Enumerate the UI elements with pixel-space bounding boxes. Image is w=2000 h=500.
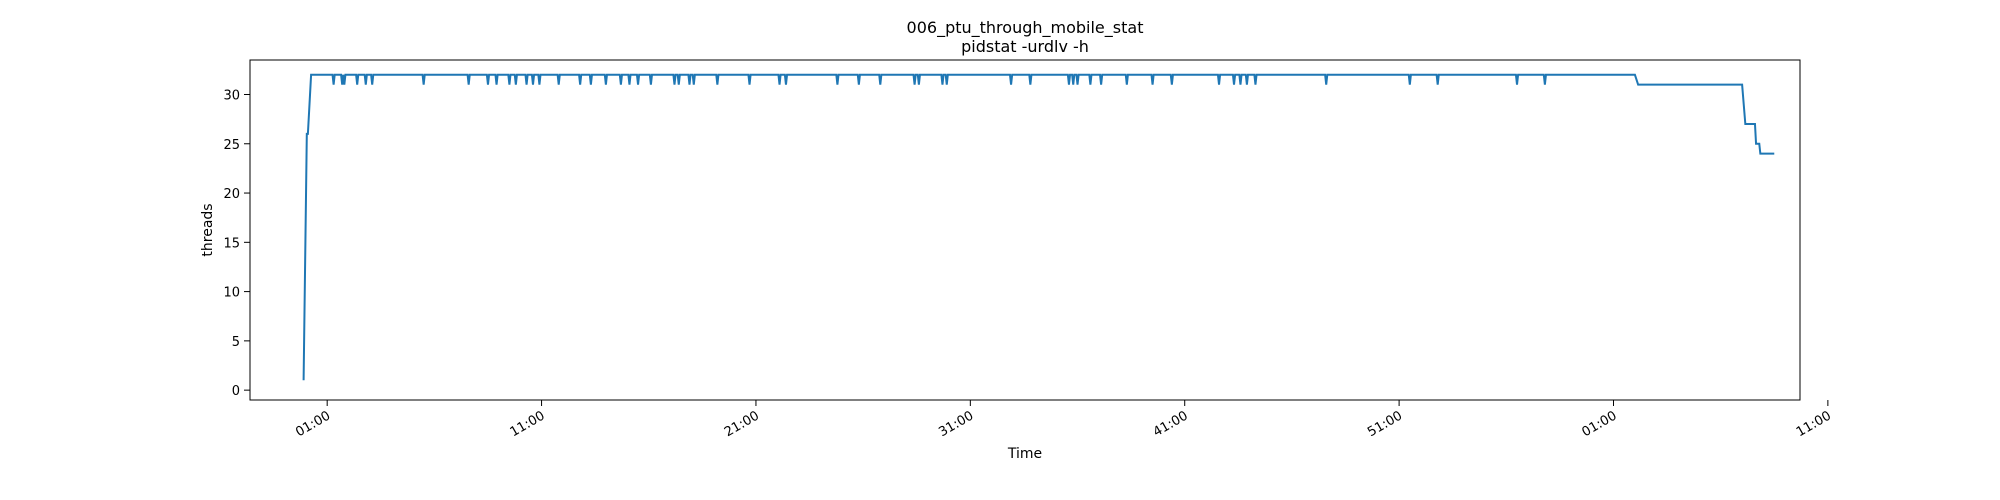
y-tick-label: 25 xyxy=(223,138,240,153)
y-tick-label: 10 xyxy=(223,286,240,301)
x-tick-label: 11:00 xyxy=(1794,408,1834,440)
x-tick-label: 41:00 xyxy=(1151,408,1191,440)
chart-title: 006_ptu_through_mobile_stat xyxy=(907,18,1144,38)
y-axis: 0 5 10 15 20 25 30 xyxy=(223,88,250,399)
x-axis: 01:00 11:00 21:00 31:00 41:00 51:00 01:00 11:00 xyxy=(293,400,1834,440)
y-axis-label: threads xyxy=(200,203,216,256)
x-tick-label: 01:00 xyxy=(1580,408,1620,440)
x-tick-label: 51:00 xyxy=(1365,408,1405,440)
x-tick-label: 01:00 xyxy=(293,408,333,440)
series-line-threads xyxy=(302,73,1775,381)
chart-subtitle: pidstat -urdlv -h xyxy=(961,37,1089,56)
x-tick-label: 11:00 xyxy=(508,408,548,440)
y-tick-label: 5 xyxy=(232,335,240,350)
y-tick-label: 15 xyxy=(223,236,240,251)
plot-area xyxy=(250,60,1800,400)
x-axis-label: Time xyxy=(1007,446,1042,462)
y-tick-label: 0 xyxy=(232,384,240,399)
y-tick-label: 30 xyxy=(223,88,240,103)
x-tick-label: 21:00 xyxy=(722,408,762,440)
x-tick-label: 31:00 xyxy=(936,408,976,440)
plot-frame xyxy=(249,59,1801,401)
y-tick-label: 20 xyxy=(223,187,240,202)
